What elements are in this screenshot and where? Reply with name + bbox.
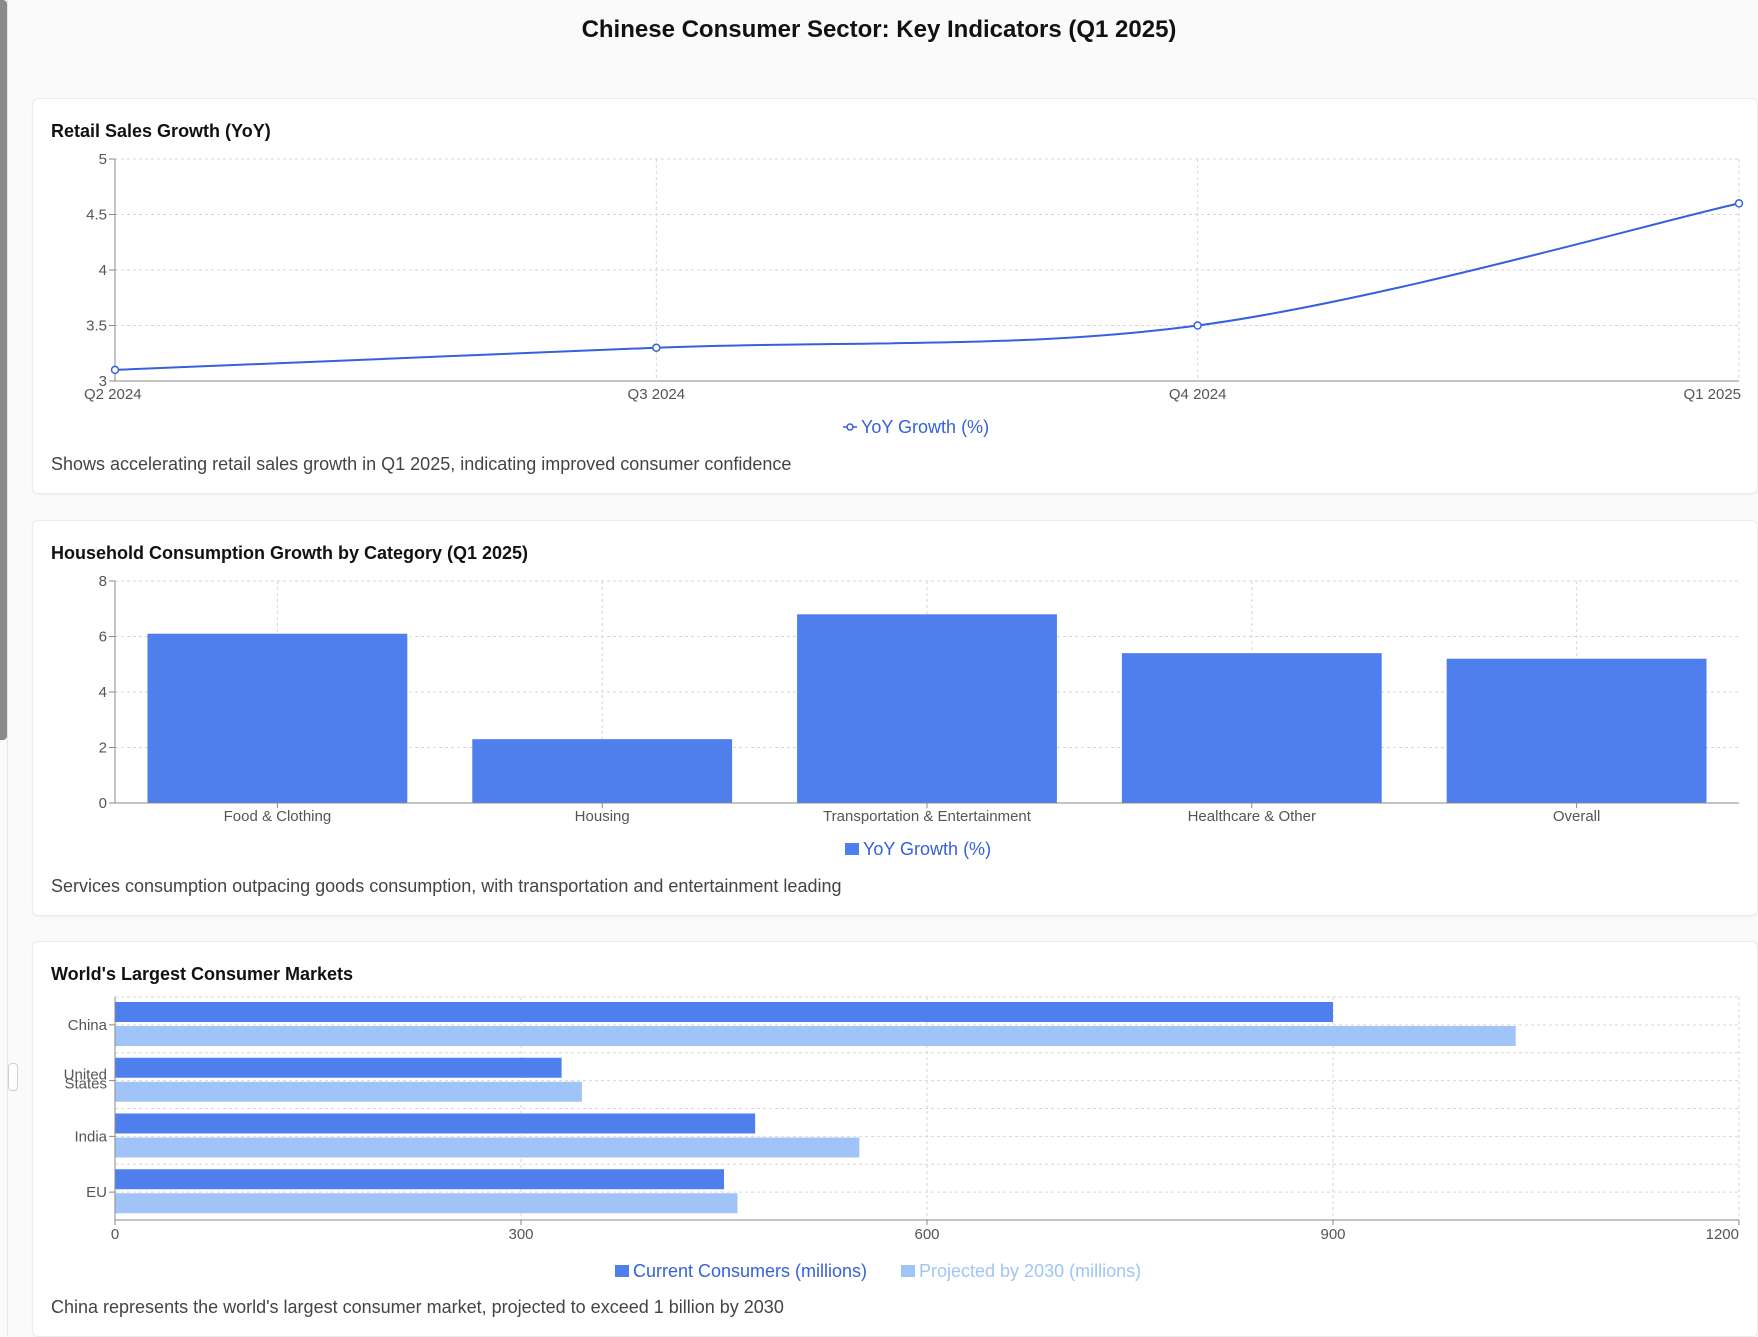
y-tick-label: EU [86, 1184, 107, 1201]
y-tick-label: 8 [99, 573, 107, 590]
legend-swatch-icon [845, 843, 859, 855]
household-consumption-card: Household Consumption Growth by Category… [32, 520, 1758, 916]
bar [797, 614, 1057, 803]
data-point [1734, 199, 1744, 208]
y-tick-label: States [64, 1076, 107, 1093]
x-tick-label: Overall [1553, 808, 1601, 825]
y-tick-label: 3 [99, 373, 107, 390]
legend-swatch-icon [901, 1265, 915, 1277]
x-tick-label: 900 [1320, 1226, 1345, 1243]
resize-handle[interactable] [8, 1063, 18, 1091]
y-tick-label: 4 [99, 262, 107, 279]
bar [115, 1113, 756, 1134]
chart-title: World's Largest Consumer Markets [51, 964, 354, 984]
bar [115, 1081, 582, 1102]
y-tick-label: China [68, 1017, 108, 1034]
bar [115, 1169, 724, 1190]
bar [115, 1137, 860, 1158]
x-tick-label: 0 [111, 1226, 119, 1243]
y-tick-label: 2 [99, 740, 107, 757]
x-tick-label: 300 [508, 1226, 533, 1243]
bar [115, 1057, 562, 1078]
y-tick-label: 3.5 [86, 318, 107, 335]
bar [147, 633, 408, 803]
y-tick-label: 0 [99, 795, 107, 812]
x-tick-label: Q3 2024 [628, 386, 686, 403]
bar [115, 1026, 1516, 1046]
retail-sales-line-chart: 3 3.5 4 4.5 5 Q2 2024 Q3 2024 Q4 2024 Q1 2025 YoY… [84, 151, 1744, 437]
chart-description: Shows accelerating retail sales growth i… [51, 454, 792, 474]
scrollbar-track [7, 0, 8, 1336]
chart-title: Retail Sales Growth (YoY) [51, 121, 271, 141]
data-point [652, 343, 661, 352]
x-tick-label: Healthcare & Other [1188, 808, 1316, 825]
scrollbar-thumb[interactable] [0, 0, 7, 740]
x-tick-label: Q1 2025 [1683, 386, 1741, 403]
legend-label: Projected by 2030 (millions) [919, 1261, 1141, 1281]
x-tick-label: Q4 2024 [1169, 386, 1227, 403]
data-point [110, 365, 120, 375]
page-title: Chinese Consumer Sector: Key Indicators … [581, 16, 1177, 43]
data-point [1193, 321, 1202, 330]
y-tick-label: 4.5 [86, 207, 107, 224]
bar [1446, 658, 1707, 803]
household-consumption-bar-chart: 0 2 4 6 8 Food & Clothing Housing Transportatio… [99, 573, 1739, 859]
y-tick-label: 6 [99, 629, 107, 646]
x-tick-label: Transportation & Entertainment [823, 808, 1032, 825]
legend-marker-icon [846, 423, 854, 431]
x-tick-label: 600 [914, 1226, 939, 1243]
x-tick-label: 1200 [1706, 1226, 1739, 1243]
x-tick-label: Q2 2024 [84, 386, 142, 403]
y-tick-label: United [64, 1067, 107, 1084]
x-tick-label: Food & Clothing [224, 808, 332, 825]
bar [115, 1002, 1333, 1022]
y-tick-label: 5 [99, 151, 107, 168]
bar [1121, 653, 1382, 803]
x-tick-label: Housing [575, 808, 630, 825]
series-line [114, 202, 1740, 371]
legend-label: Current Consumers (millions) [633, 1261, 867, 1281]
legend-label: YoY Growth (%) [863, 839, 991, 859]
bar [115, 1193, 738, 1214]
y-tick-label: India [74, 1128, 107, 1145]
chart-description: China represents the world's largest con… [51, 1297, 784, 1317]
y-tick-label: 4 [99, 684, 107, 701]
chart-description: Services consumption outpacing goods con… [51, 876, 842, 896]
legend-label: YoY Growth (%) [861, 417, 989, 437]
retail-sales-card: Retail Sales Growth (YoY) 3 3.5 4 4.5 5 Q2 20… [32, 98, 1758, 494]
chart-title: Household Consumption Growth by Category… [51, 543, 529, 563]
bar [472, 739, 733, 803]
consumer-markets-card: World's Largest Consumer Markets 0 300 600… [32, 941, 1758, 1337]
legend-swatch-icon [615, 1265, 629, 1277]
